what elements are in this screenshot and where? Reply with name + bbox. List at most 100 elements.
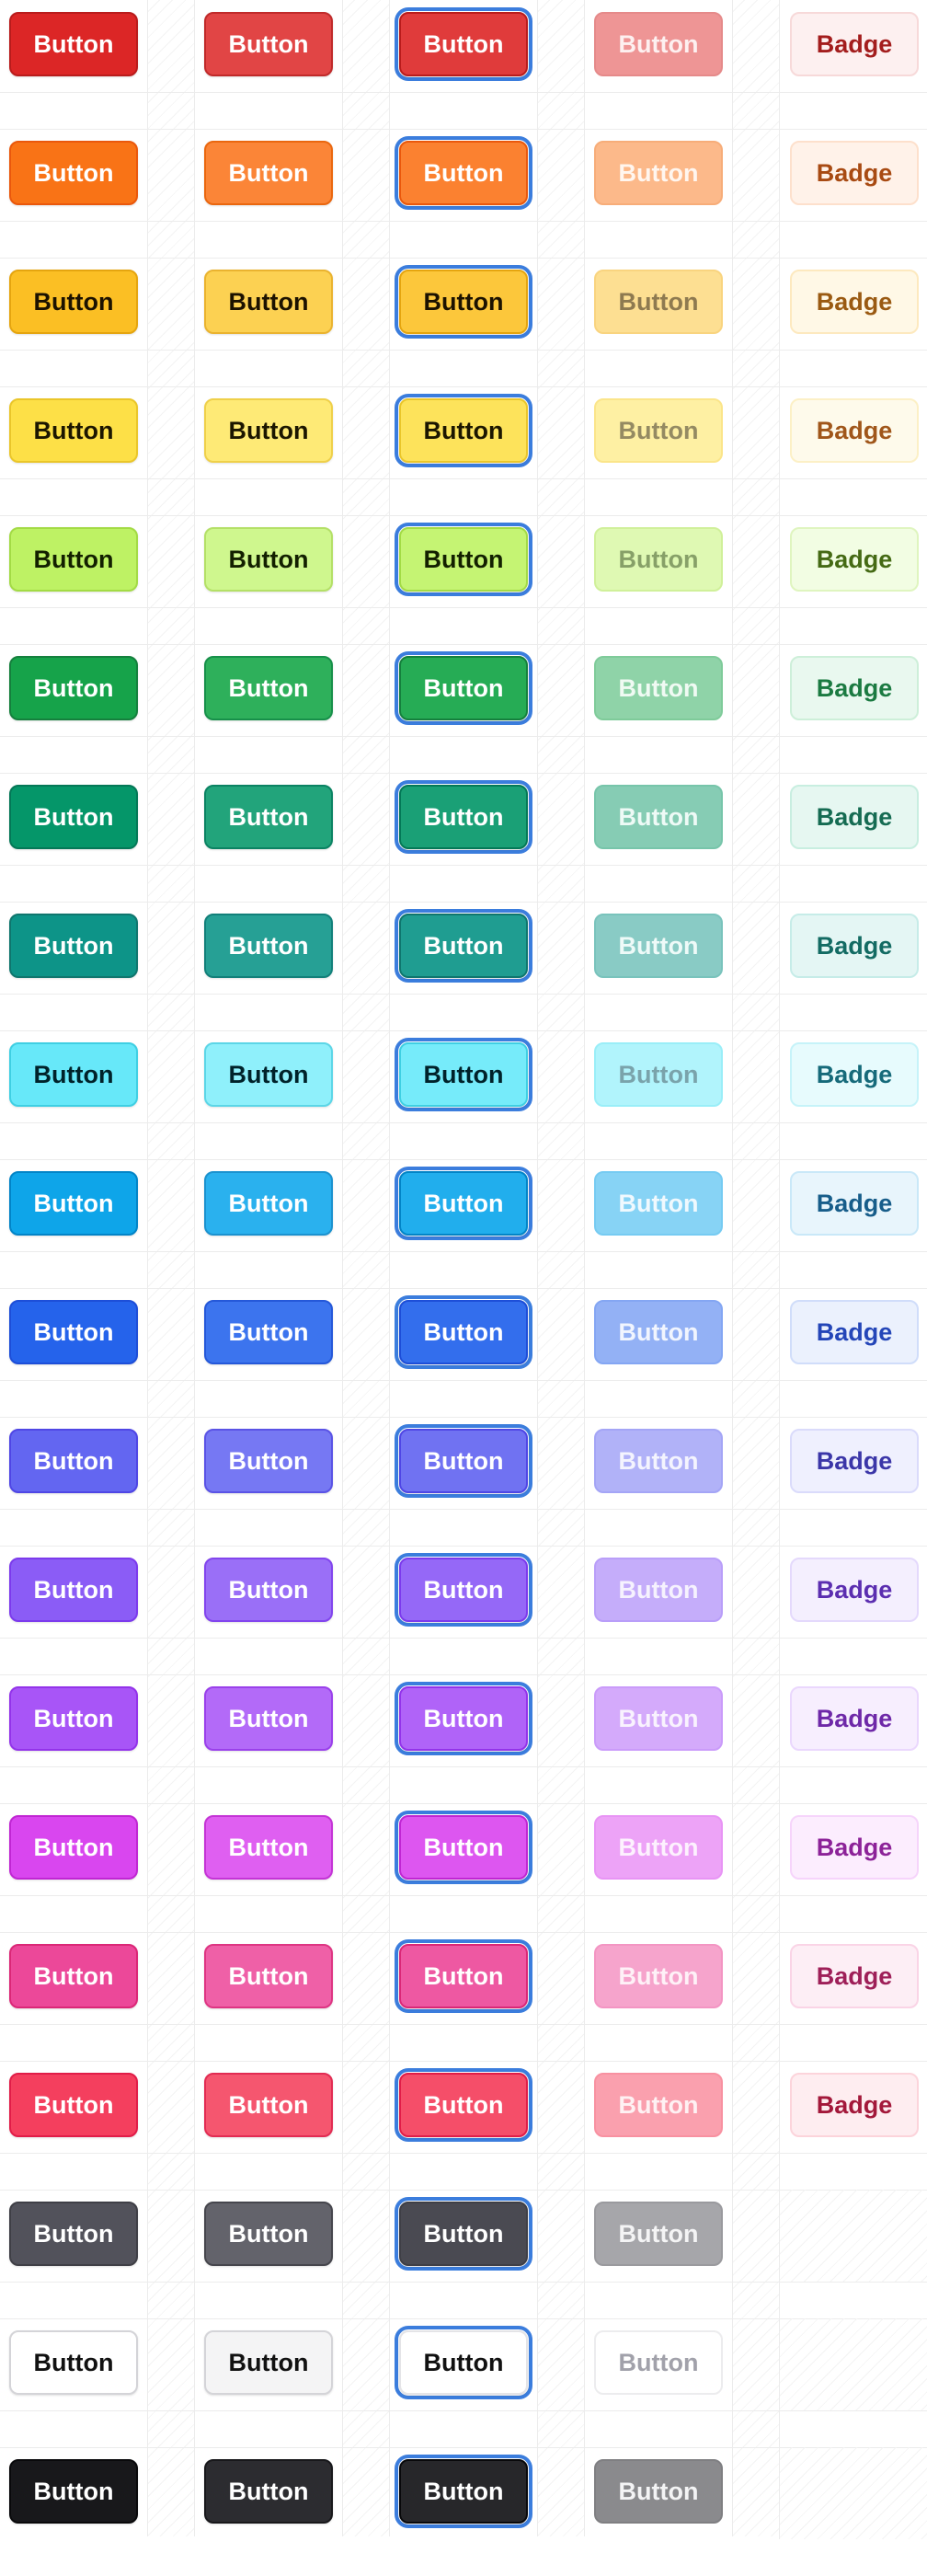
yellow-badge: Badge (790, 398, 919, 463)
violet-solid-button[interactable]: Button (9, 1558, 138, 1622)
white-focus-button[interactable]: Button (399, 2330, 528, 2395)
amber-solid-button[interactable]: Button (9, 270, 138, 334)
violet-badge: Badge (790, 1558, 919, 1622)
teal-hover-button[interactable]: Button (204, 914, 333, 978)
yellow-disabled-button: Button (594, 398, 723, 463)
white-solid-button[interactable]: Button (9, 2330, 138, 2395)
rose-solid-button[interactable]: Button (9, 2073, 138, 2137)
rose-focus-button[interactable]: Button (399, 2073, 528, 2137)
sky-badge: Badge (790, 1171, 919, 1236)
cyan-solid-button[interactable]: Button (9, 1042, 138, 1107)
amber-hover-button[interactable]: Button (204, 270, 333, 334)
sky-focus-button[interactable]: Button (399, 1171, 528, 1236)
black-disabled-button: Button (594, 2459, 723, 2524)
cyan-focus-button[interactable]: Button (399, 1042, 528, 1107)
yellow-focus-button[interactable]: Button (399, 398, 528, 463)
lime-badge: Badge (790, 527, 919, 592)
cyan-hover-button[interactable]: Button (204, 1042, 333, 1107)
green-focus-button[interactable]: Button (399, 656, 528, 720)
grid-line-horizontal (0, 1546, 927, 1547)
pink-solid-button[interactable]: Button (9, 1944, 138, 2008)
black-hover-button[interactable]: Button (204, 2459, 333, 2524)
gutter-hatch (342, 0, 389, 2536)
blue-disabled-button: Button (594, 1300, 723, 1364)
pink-focus-button[interactable]: Button (399, 1944, 528, 2008)
emerald-solid-button[interactable]: Button (9, 785, 138, 849)
white-disabled-button: Button (594, 2330, 723, 2395)
red-hover-button[interactable]: Button (204, 12, 333, 76)
green-solid-button[interactable]: Button (9, 656, 138, 720)
teal-solid-button[interactable]: Button (9, 914, 138, 978)
grid-line-horizontal (0, 2282, 927, 2283)
blue-solid-button[interactable]: Button (9, 1300, 138, 1364)
grid-line-horizontal (0, 1159, 927, 1160)
fuchsia-hover-button[interactable]: Button (204, 1815, 333, 1880)
color-row-pink: Button Button Button Button Badge (0, 1932, 927, 2061)
teal-focus-button[interactable]: Button (399, 914, 528, 978)
grid-line-horizontal (0, 1380, 927, 1381)
grid-line-horizontal (0, 2318, 927, 2319)
green-hover-button[interactable]: Button (204, 656, 333, 720)
gray-hover-button[interactable]: Button (204, 2202, 333, 2266)
lime-solid-button[interactable]: Button (9, 527, 138, 592)
lime-disabled-button: Button (594, 527, 723, 592)
violet-hover-button[interactable]: Button (204, 1558, 333, 1622)
blue-hover-button[interactable]: Button (204, 1300, 333, 1364)
amber-focus-button[interactable]: Button (399, 270, 528, 334)
black-solid-button[interactable]: Button (9, 2459, 138, 2524)
cyan-disabled-button: Button (594, 1042, 723, 1107)
color-row-teal: Button Button Button Button Badge (0, 902, 927, 1030)
gray-solid-button[interactable]: Button (9, 2202, 138, 2266)
green-badge: Badge (790, 656, 919, 720)
color-row-yellow: Button Button Button Button Badge (0, 386, 927, 515)
grid-line-horizontal (0, 221, 927, 222)
lime-hover-button[interactable]: Button (204, 527, 333, 592)
grid-line-horizontal (0, 515, 927, 516)
fuchsia-focus-button[interactable]: Button (399, 1815, 528, 1880)
purple-focus-button[interactable]: Button (399, 1686, 528, 1751)
blue-focus-button[interactable]: Button (399, 1300, 528, 1364)
white-hover-button[interactable]: Button (204, 2330, 333, 2395)
red-disabled-button: Button (594, 12, 723, 76)
orange-solid-button[interactable]: Button (9, 141, 138, 205)
orange-hover-button[interactable]: Button (204, 141, 333, 205)
color-row-violet: Button Button Button Button Badge (0, 1546, 927, 1674)
grid-line-vertical (732, 0, 733, 2536)
gray-focus-button[interactable]: Button (399, 2202, 528, 2266)
grid-line-vertical (147, 0, 148, 2536)
lime-focus-button[interactable]: Button (399, 527, 528, 592)
indigo-hover-button[interactable]: Button (204, 1429, 333, 1493)
purple-solid-button[interactable]: Button (9, 1686, 138, 1751)
empty-badge-cell (779, 2447, 927, 2539)
red-solid-button[interactable]: Button (9, 12, 138, 76)
grid-line-horizontal (0, 2153, 927, 2154)
indigo-solid-button[interactable]: Button (9, 1429, 138, 1493)
indigo-badge: Badge (790, 1429, 919, 1493)
pink-hover-button[interactable]: Button (204, 1944, 333, 2008)
red-focus-button[interactable]: Button (399, 12, 528, 76)
yellow-solid-button[interactable]: Button (9, 398, 138, 463)
grid-line-horizontal (0, 902, 927, 903)
grid-line-horizontal (0, 2061, 927, 2062)
yellow-hover-button[interactable]: Button (204, 398, 333, 463)
black-focus-button[interactable]: Button (399, 2459, 528, 2524)
color-row-amber: Button Button Button Button Badge (0, 258, 927, 386)
grid-line-horizontal (0, 1895, 927, 1896)
emerald-badge: Badge (790, 785, 919, 849)
orange-focus-button[interactable]: Button (399, 141, 528, 205)
sky-hover-button[interactable]: Button (204, 1171, 333, 1236)
violet-disabled-button: Button (594, 1558, 723, 1622)
emerald-hover-button[interactable]: Button (204, 785, 333, 849)
grid-line-vertical (779, 0, 780, 2536)
grid-line-horizontal (0, 1638, 927, 1639)
rose-hover-button[interactable]: Button (204, 2073, 333, 2137)
grid-line-horizontal (0, 1932, 927, 1933)
indigo-focus-button[interactable]: Button (399, 1429, 528, 1493)
empty-badge-cell (779, 2318, 927, 2410)
emerald-focus-button[interactable]: Button (399, 785, 528, 849)
purple-hover-button[interactable]: Button (204, 1686, 333, 1751)
sky-solid-button[interactable]: Button (9, 1171, 138, 1236)
violet-focus-button[interactable]: Button (399, 1558, 528, 1622)
amber-disabled-button: Button (594, 270, 723, 334)
fuchsia-solid-button[interactable]: Button (9, 1815, 138, 1880)
